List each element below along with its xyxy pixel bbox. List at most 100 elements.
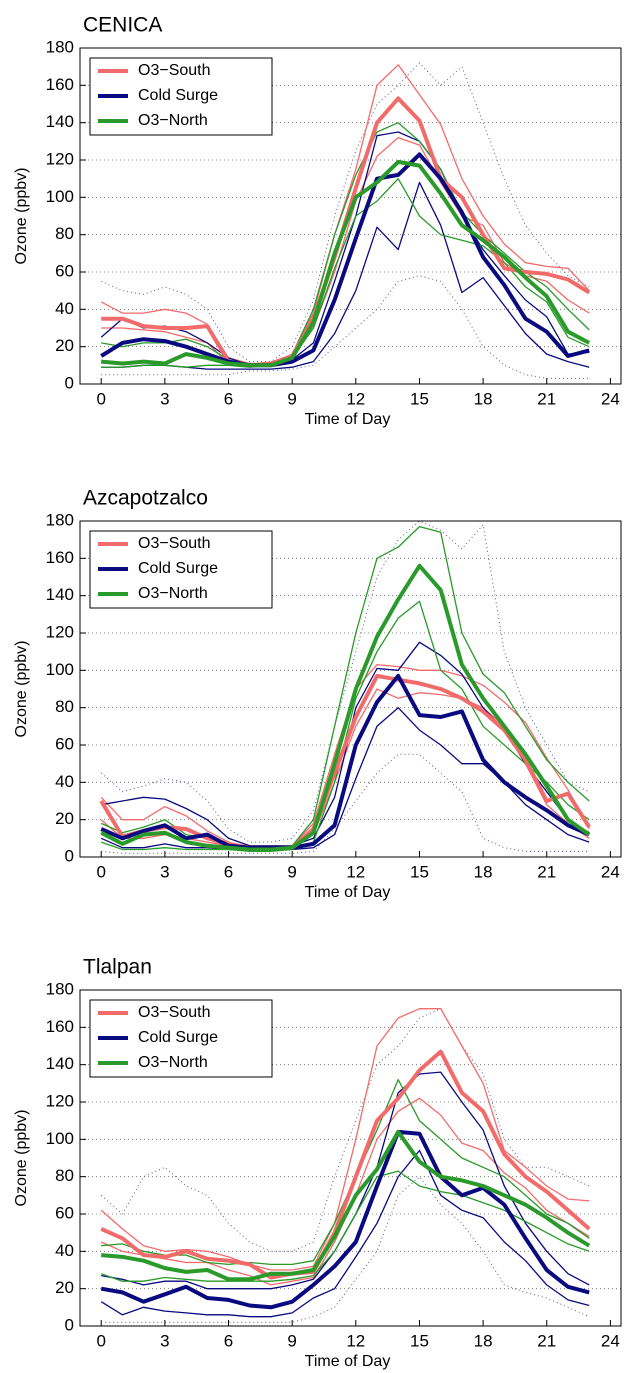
y-tick-label: 40 xyxy=(55,772,74,791)
x-tick-label: 21 xyxy=(537,389,556,408)
legend-label: O3−South xyxy=(138,535,211,552)
series-line xyxy=(100,673,591,850)
series-line xyxy=(101,122,590,366)
x-tick-label: 18 xyxy=(474,389,493,408)
legend: O3−South Cold Surge O3−North xyxy=(89,57,273,136)
y-tick-label: 140 xyxy=(46,585,74,604)
series-line xyxy=(101,159,591,368)
series-line xyxy=(100,62,590,363)
y-tick-label: 20 xyxy=(55,809,74,828)
x-tick-label: 12 xyxy=(346,862,365,881)
x-tick-label: 15 xyxy=(410,1331,429,1350)
series-line xyxy=(100,1129,590,1310)
y-tick-label: 120 xyxy=(46,149,74,168)
legend: O3−South Cold Surge O3−North xyxy=(89,530,273,609)
plot-frame xyxy=(79,47,622,385)
legend-label: O3−South xyxy=(138,62,211,79)
y-tick-label: 40 xyxy=(55,299,74,318)
x-tick-label: 24 xyxy=(601,862,620,881)
x-tick-label: 18 xyxy=(474,862,493,881)
y-tick-label: 20 xyxy=(55,336,74,355)
x-tick-label: 15 xyxy=(410,389,429,408)
legend: O3−South Cold Surge O3−North xyxy=(89,999,273,1078)
x-axis-label: Time of Day xyxy=(305,884,391,901)
x-tick-label: 12 xyxy=(346,1331,365,1350)
legend-label: Cold Surge xyxy=(138,560,218,577)
x-tick-label: 6 xyxy=(224,389,233,408)
x-tick-label: 12 xyxy=(346,389,365,408)
series-line xyxy=(100,1008,590,1252)
y-axis-label: Ozone (ppbv) xyxy=(13,168,30,265)
series-line xyxy=(101,96,591,368)
series-line xyxy=(101,178,590,368)
y-tick-label: 60 xyxy=(55,1203,74,1222)
y-tick-label: 0 xyxy=(65,373,74,392)
y-axis-label: Ozone (ppbv) xyxy=(13,1110,30,1207)
plot-frame xyxy=(79,520,622,858)
series-line xyxy=(101,753,590,854)
series-line xyxy=(100,1149,590,1318)
y-tick-label: 160 xyxy=(46,548,74,567)
x-tick-label: 15 xyxy=(410,862,429,881)
chart-title: Tlalpan xyxy=(83,956,152,979)
x-axis-label: Time of Day xyxy=(305,1353,391,1370)
y-axis-label: Ozone (ppbv) xyxy=(13,641,30,738)
y-tick-label: 80 xyxy=(55,1166,74,1185)
y-tick-label: 160 xyxy=(46,75,74,94)
plot-frame xyxy=(79,989,622,1327)
series-line xyxy=(100,520,590,843)
series-line xyxy=(100,525,590,849)
series-line xyxy=(100,1008,590,1271)
y-tick-label: 100 xyxy=(46,1129,74,1148)
y-tick-label: 40 xyxy=(55,1241,74,1260)
legend-label: O3−North xyxy=(138,585,208,602)
y-tick-label: 180 xyxy=(46,37,74,56)
x-tick-label: 6 xyxy=(224,1331,233,1350)
series-line xyxy=(101,1129,591,1282)
y-tick-label: 60 xyxy=(55,734,74,753)
legend-label: O3−North xyxy=(138,112,208,129)
legend-label: O3−North xyxy=(138,1054,208,1071)
series-line xyxy=(100,131,590,366)
y-tick-label: 120 xyxy=(46,1091,74,1110)
legend-label: Cold Surge xyxy=(138,1029,218,1046)
y-tick-label: 180 xyxy=(46,979,74,998)
series-line xyxy=(100,152,590,368)
x-tick-label: 0 xyxy=(96,1331,105,1350)
series-line xyxy=(101,1176,590,1323)
x-tick-label: 6 xyxy=(224,862,233,881)
y-tick-label: 140 xyxy=(46,112,74,131)
x-tick-label: 3 xyxy=(160,1331,169,1350)
series-line xyxy=(100,64,590,365)
y-tick-label: 100 xyxy=(46,187,74,206)
legend-label: Cold Surge xyxy=(138,87,218,104)
legend-label: O3−South xyxy=(138,1004,211,1021)
y-tick-label: 140 xyxy=(46,1054,74,1073)
y-tick-label: 0 xyxy=(65,846,74,865)
y-tick-label: 180 xyxy=(46,510,74,529)
series-line xyxy=(101,1078,590,1266)
y-tick-label: 100 xyxy=(46,660,74,679)
x-tick-label: 3 xyxy=(160,389,169,408)
x-tick-label: 9 xyxy=(287,862,296,881)
x-tick-label: 24 xyxy=(601,1331,620,1350)
chart-title: Azcapotzalco xyxy=(83,487,208,510)
x-tick-label: 3 xyxy=(160,862,169,881)
series-line xyxy=(101,136,590,366)
series-line xyxy=(100,664,590,849)
x-tick-label: 9 xyxy=(287,389,296,408)
series-line xyxy=(100,1049,591,1280)
chart-title: CENICA xyxy=(83,14,162,37)
y-tick-label: 80 xyxy=(55,697,74,716)
y-tick-label: 80 xyxy=(55,224,74,243)
y-tick-label: 120 xyxy=(46,622,74,641)
x-tick-label: 21 xyxy=(537,862,556,881)
y-tick-label: 0 xyxy=(65,1315,74,1334)
y-tick-label: 20 xyxy=(55,1278,74,1297)
y-tick-label: 60 xyxy=(55,261,74,280)
y-tick-label: 160 xyxy=(46,1017,74,1036)
x-tick-label: 9 xyxy=(287,1331,296,1350)
series-line xyxy=(100,563,591,852)
